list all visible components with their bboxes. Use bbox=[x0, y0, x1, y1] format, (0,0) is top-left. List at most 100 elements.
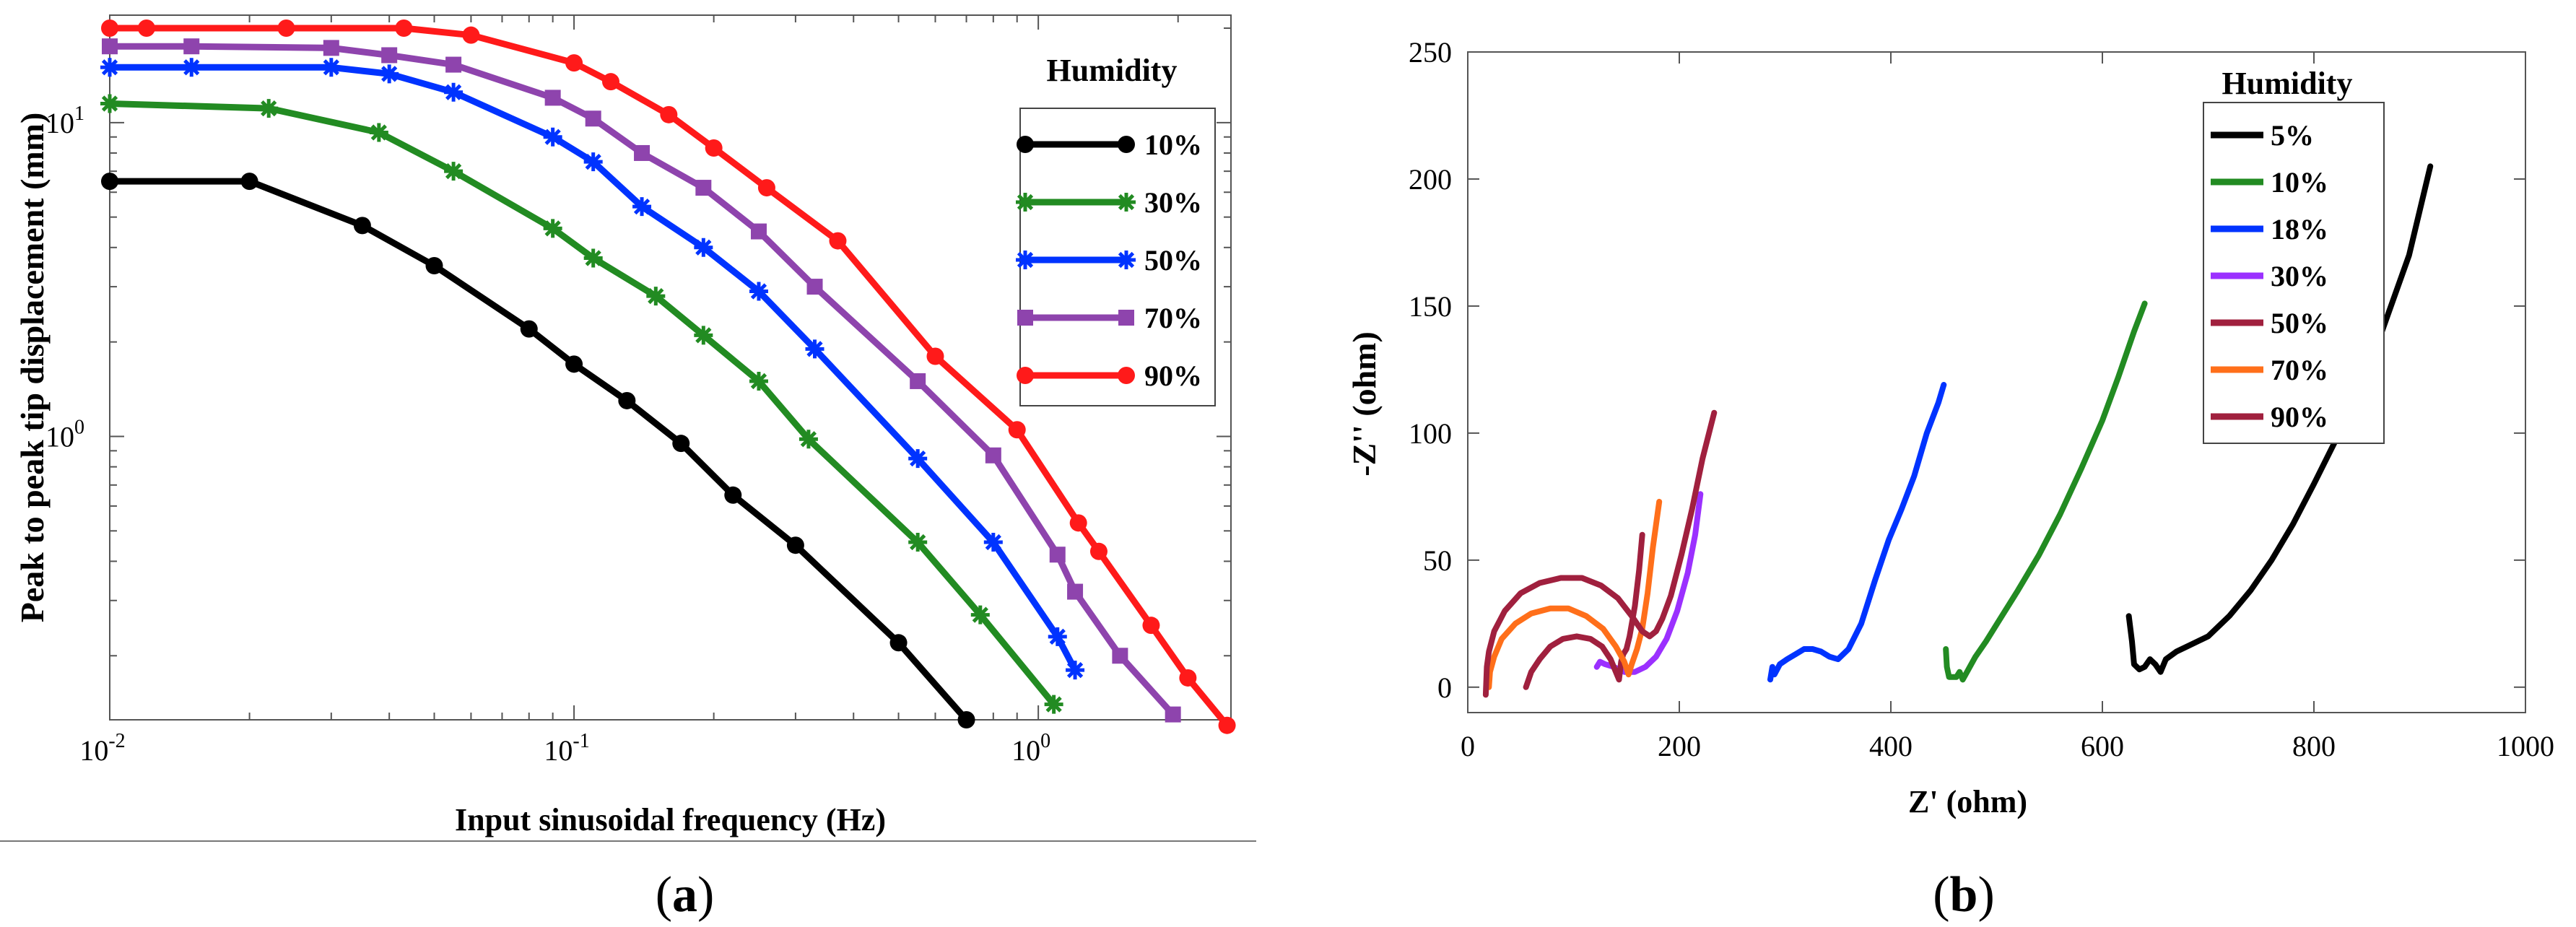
legend-item-b: 50% bbox=[2211, 307, 2328, 339]
x-tick-exp-a: -1 bbox=[573, 730, 589, 752]
data-point-a bbox=[444, 162, 464, 181]
legend-b: Humidity 5% 10% 18% 30% 50% 70% 90% bbox=[2203, 66, 2385, 444]
data-point-a bbox=[565, 355, 583, 373]
data-point-a bbox=[380, 64, 399, 84]
legend-label-b: 50% bbox=[2271, 307, 2328, 339]
x-tick-base-a: 10 bbox=[1011, 734, 1040, 767]
data-point-a bbox=[786, 536, 804, 554]
caption-close-b: ) bbox=[1977, 867, 1994, 923]
y-tick-label-b: 200 bbox=[1409, 163, 1452, 196]
data-point-a bbox=[583, 152, 603, 172]
data-point-a bbox=[672, 435, 690, 453]
data-point-a bbox=[1066, 661, 1085, 680]
data-point-a bbox=[724, 486, 742, 504]
y-tick-label-a: 101 bbox=[45, 103, 84, 139]
legend-item-a: 10% bbox=[1017, 129, 1202, 161]
data-point-a bbox=[381, 47, 398, 64]
caption-open-a: ( bbox=[656, 867, 672, 923]
series-line-90pct-b bbox=[1482, 409, 1718, 698]
data-point-a bbox=[618, 391, 636, 409]
data-point-a bbox=[543, 127, 562, 147]
x-tick-label-b: 400 bbox=[1869, 730, 1913, 762]
legend-label-b: 10% bbox=[2271, 166, 2328, 199]
x-tick-label-b: 800 bbox=[2292, 730, 2336, 762]
data-point-a bbox=[137, 19, 155, 37]
data-point-a bbox=[926, 347, 944, 365]
y-tick-label-b: 250 bbox=[1409, 36, 1452, 69]
caption-a: (a) bbox=[656, 867, 715, 923]
data-point-a bbox=[694, 238, 713, 257]
data-point-a bbox=[101, 19, 118, 37]
data-point-a bbox=[259, 99, 279, 118]
x-tick-label-a: 10-1 bbox=[544, 730, 589, 767]
legend-marker-a bbox=[1117, 251, 1136, 269]
data-point-a bbox=[749, 282, 768, 301]
caption-letter-b: b bbox=[1950, 867, 1978, 923]
series-90pct-a bbox=[101, 19, 1236, 734]
legend-marker-a bbox=[1118, 310, 1134, 326]
legend-label-b: 90% bbox=[2271, 401, 2328, 433]
legend-item-a: 90% bbox=[1017, 360, 1202, 392]
caption-b: (b) bbox=[1933, 867, 1995, 923]
y-axis-label-b: -Z'' (ohm) bbox=[1346, 331, 1383, 476]
series-line-30pct-b bbox=[1593, 491, 1704, 675]
y-tick-label-a: 100 bbox=[45, 416, 84, 453]
data-point-a bbox=[183, 38, 200, 55]
y-tick-label-b: 50 bbox=[1423, 544, 1452, 577]
series-line-18pct-b bbox=[1767, 382, 1947, 683]
data-point-a bbox=[889, 634, 908, 652]
legend-label-a: 50% bbox=[1144, 244, 1202, 277]
legend-item-b: 70% bbox=[2211, 354, 2328, 386]
y-tick-base-a: 10 bbox=[45, 107, 74, 139]
x-tick-label-b: 1000 bbox=[2497, 730, 2554, 762]
y-tick-exp-a: 0 bbox=[74, 416, 84, 438]
x-tick-base-a: 10 bbox=[79, 734, 108, 767]
data-point-a bbox=[1048, 627, 1067, 646]
data-point-a bbox=[1089, 542, 1108, 560]
data-point-a bbox=[1165, 706, 1181, 723]
caption-letter-a: a bbox=[672, 867, 697, 923]
legend-marker-a bbox=[1118, 136, 1135, 153]
series-50pct-a bbox=[100, 58, 1085, 680]
legend-item-b: 5% bbox=[2211, 119, 2314, 152]
legend-marker-a bbox=[1017, 136, 1034, 153]
data-point-a bbox=[102, 38, 118, 55]
legend-label-a: 70% bbox=[1144, 302, 1202, 334]
data-point-a bbox=[543, 219, 562, 238]
series-30pct-a bbox=[100, 94, 1063, 714]
legend-label-b: 5% bbox=[2271, 119, 2314, 152]
data-point-a bbox=[101, 173, 118, 191]
series-10pct-a bbox=[101, 173, 975, 728]
data-point-a bbox=[425, 257, 443, 275]
panel-b: 0 200 400 600 800 1000 0 50 100 150 200 250 Z' (ohm)… bbox=[1346, 36, 2554, 923]
data-point-a bbox=[805, 339, 824, 359]
data-point-a bbox=[1179, 669, 1197, 687]
data-point-a bbox=[1218, 716, 1236, 734]
data-point-a bbox=[100, 58, 119, 77]
data-point-a bbox=[757, 179, 775, 197]
caption-close-a: ) bbox=[697, 867, 714, 923]
data-point-a bbox=[908, 533, 928, 552]
data-point-a bbox=[520, 320, 538, 338]
series-line-a bbox=[110, 178, 969, 722]
y-tick-exp-a: 1 bbox=[74, 103, 84, 125]
legend-item-b: 30% bbox=[2211, 260, 2328, 292]
data-point-a bbox=[1112, 648, 1128, 664]
legend-label-b: 30% bbox=[2271, 260, 2328, 292]
legend-title-a: Humidity bbox=[1047, 53, 1178, 88]
data-point-a bbox=[444, 82, 464, 102]
data-point-a bbox=[1008, 421, 1026, 439]
caption-open-b: ( bbox=[1933, 867, 1949, 923]
x-tick-base-a: 10 bbox=[544, 734, 573, 767]
data-point-a bbox=[829, 232, 847, 250]
data-point-a bbox=[910, 373, 926, 389]
data-point-a bbox=[462, 26, 480, 44]
data-point-a bbox=[806, 279, 823, 295]
y-axis-label-a: Peak to peak tip displacement (mm) bbox=[14, 113, 51, 623]
data-point-a bbox=[695, 180, 712, 196]
data-point-a bbox=[1142, 617, 1160, 635]
legend-label-a: 90% bbox=[1144, 360, 1202, 392]
data-point-a bbox=[583, 248, 603, 268]
data-point-a bbox=[957, 711, 975, 728]
data-point-a bbox=[277, 19, 295, 37]
